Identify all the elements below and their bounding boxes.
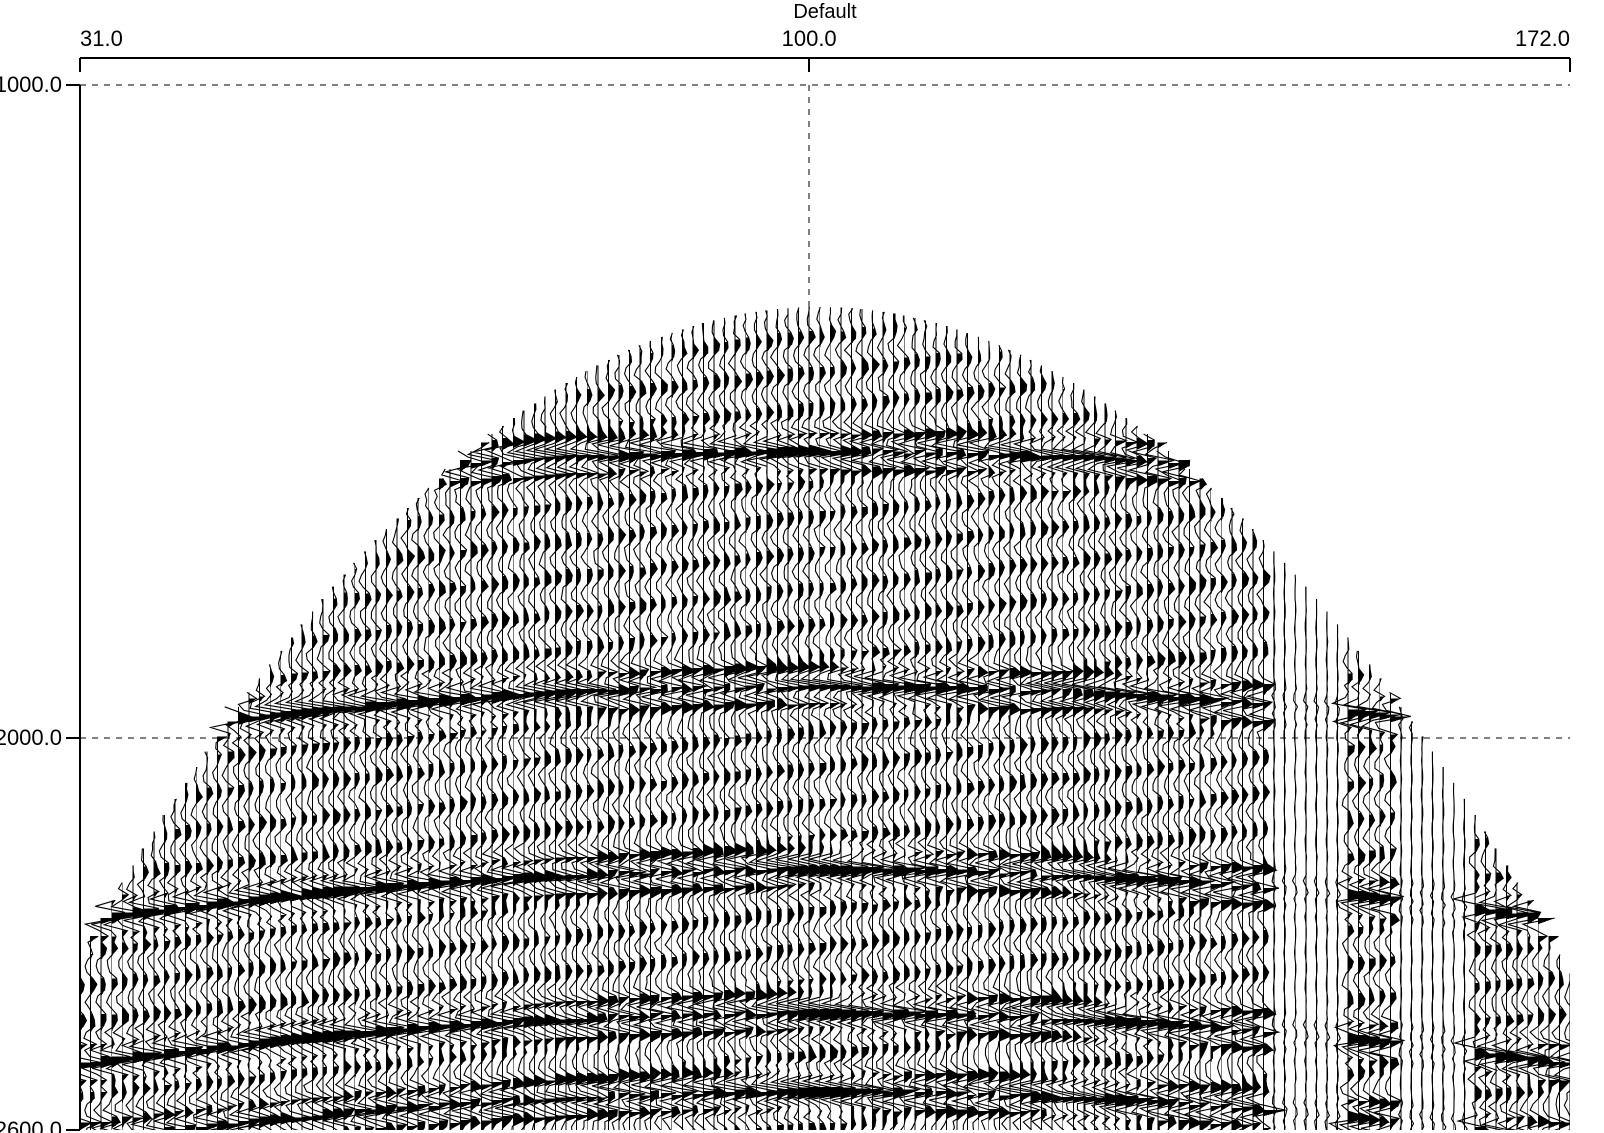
header-title: Default xyxy=(793,1,857,23)
wiggle-traces xyxy=(64,307,1584,1133)
x-tick-label: 31.0 xyxy=(80,26,123,51)
seismic-gather-figure: Default 31.0 100.0 172.0 1000.0 2000.0 2600.0 xyxy=(0,0,1604,1133)
seismic-svg: Default 31.0 100.0 172.0 1000.0 2000.0 2600.0 xyxy=(0,0,1604,1133)
y-tick-label: 2600.0 xyxy=(0,1117,62,1133)
x-tick-label: 172.0 xyxy=(1515,26,1570,51)
x-tick-label: 100.0 xyxy=(782,26,837,51)
y-tick-label: 1000.0 xyxy=(0,72,62,97)
y-tick-label: 2000.0 xyxy=(0,725,62,750)
